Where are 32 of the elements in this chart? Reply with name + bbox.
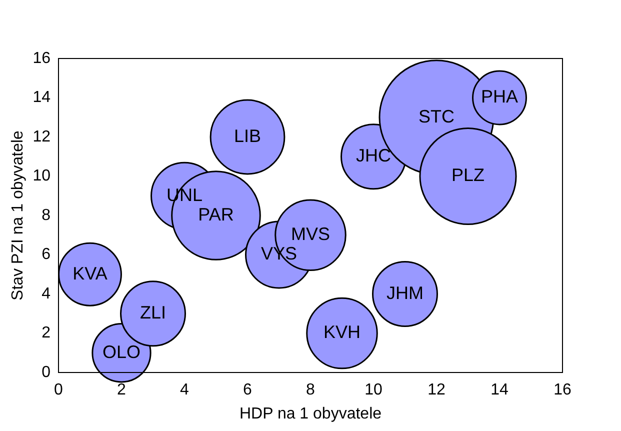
annotation: ZLI: [140, 302, 166, 323]
annotation: STC: [418, 106, 454, 126]
y-tick-label: 0: [42, 364, 51, 381]
x-axis-title: HDP na 1 obyvatele: [239, 406, 382, 423]
y-tick-label: 10: [32, 168, 51, 185]
x-tick-label: 12: [428, 382, 446, 399]
x-tick-label: 14: [490, 382, 508, 399]
annotation: KVH: [323, 322, 361, 342]
y-tick-label: 8: [42, 206, 51, 224]
annotation: PHA: [480, 86, 518, 107]
annotation: JHC: [356, 146, 391, 166]
x-tick-label: 6: [243, 382, 252, 399]
annotation: JHM: [386, 282, 424, 303]
y-tick-label: 6: [42, 246, 51, 264]
x-tick-label: 0: [54, 382, 64, 399]
x-tick-label: 8: [306, 382, 316, 399]
annotation: KVA: [72, 263, 108, 284]
y-axis-title: Stav PZI na 1 obyvatele: [10, 130, 27, 300]
annotation: OLO: [102, 342, 141, 362]
annotation: MVS: [290, 224, 330, 244]
x-tick-label: 16: [554, 382, 572, 399]
annotation: PAR: [198, 204, 234, 224]
y-tick-label: 16: [32, 50, 51, 67]
annotation: LIB: [234, 126, 262, 146]
x-tick-label: 10: [364, 382, 382, 399]
y-tick-label: 2: [42, 324, 51, 342]
x-tick-label: 2: [117, 382, 126, 399]
y-tick-label: 14: [32, 89, 51, 106]
x-tick-label: 4: [180, 382, 190, 399]
annotation: PLZ: [451, 165, 485, 186]
y-tick-label: 4: [42, 285, 51, 302]
y-tick-label: 12: [32, 128, 51, 146]
